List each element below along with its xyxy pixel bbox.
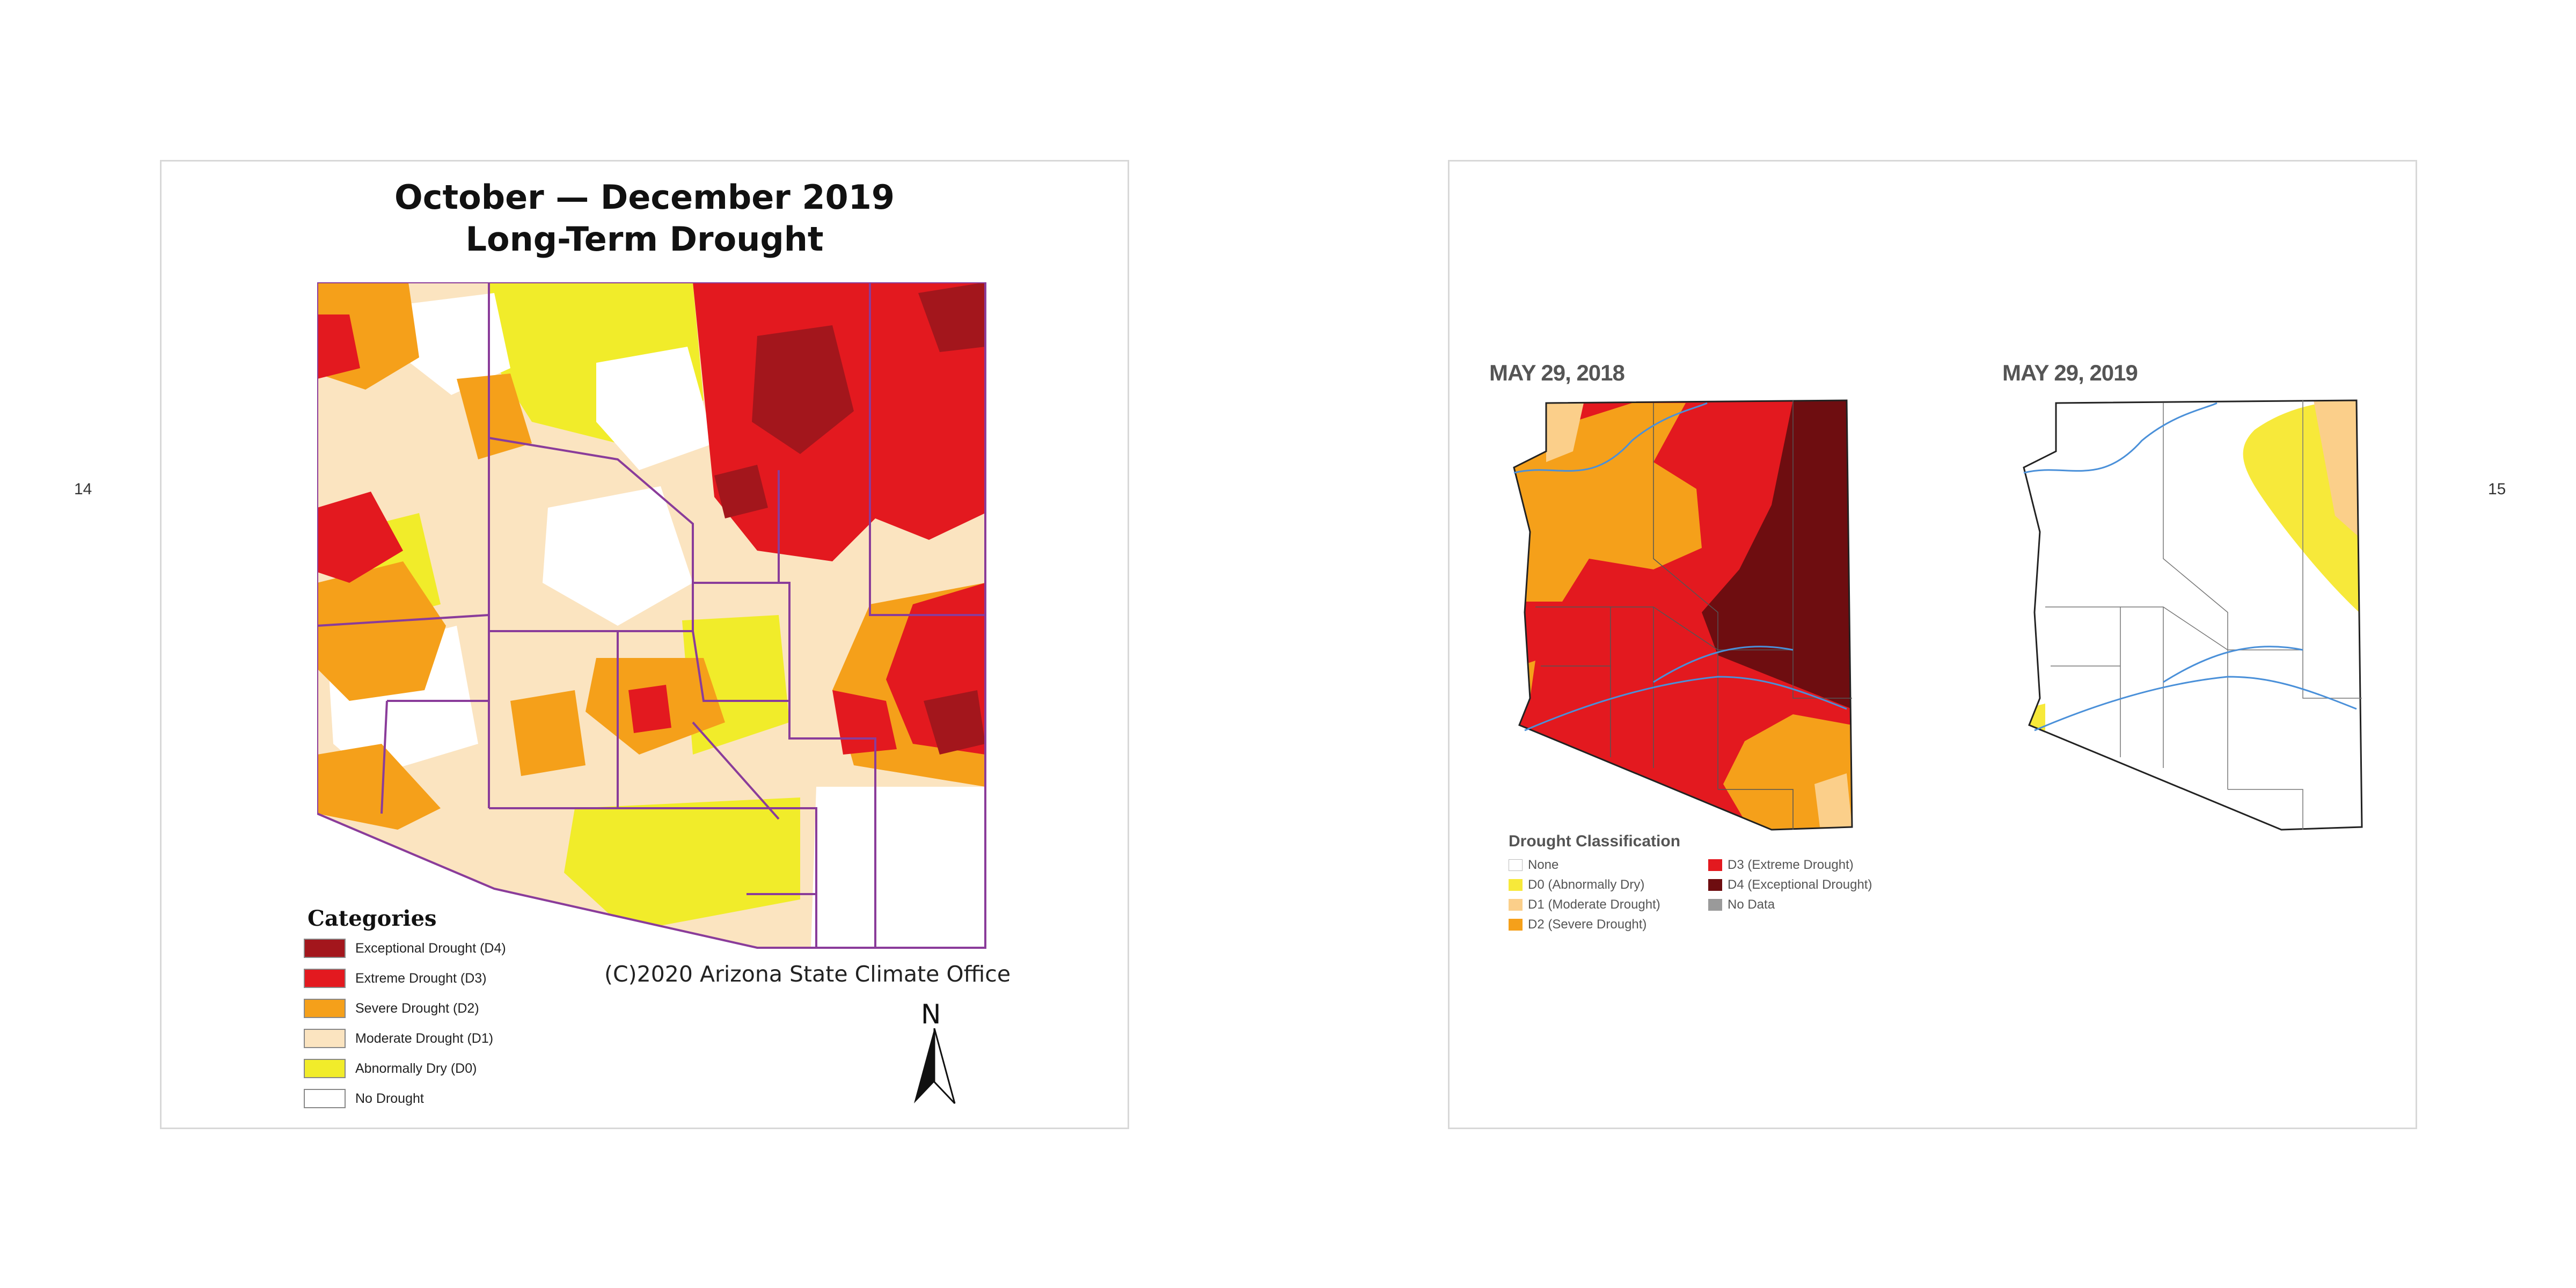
legend-label: D0 (Abnormally Dry) xyxy=(1528,877,1645,892)
legend-item-d4: Exceptional Drought (D4) xyxy=(304,939,506,958)
legend-swatch xyxy=(1708,899,1722,911)
legend-swatch xyxy=(304,969,346,988)
map-date-2018: MAY 29, 2018 xyxy=(1489,360,1625,385)
legend-label: No Data xyxy=(1728,897,1775,912)
dc-legend-d2: D2 (Severe Drought) xyxy=(1509,917,1646,932)
legend-label: D4 (Exceptional Drought) xyxy=(1728,877,1872,892)
legend-swatch xyxy=(1708,879,1722,891)
legend-item-d2: Severe Drought (D2) xyxy=(304,999,479,1018)
drought-map-2018 xyxy=(1513,399,1853,831)
legend-item-d3: Extreme Drought (D3) xyxy=(304,969,487,988)
legend-label: Severe Drought (D2) xyxy=(355,1000,479,1016)
legend-swatch xyxy=(1509,919,1523,931)
north-arrow-icon xyxy=(914,1028,956,1104)
legend-swatch xyxy=(304,1089,346,1108)
legend-label: D2 (Severe Drought) xyxy=(1528,917,1647,932)
legend-swatch xyxy=(304,1059,346,1078)
legend-label: No Drought xyxy=(355,1091,424,1106)
legend-title: Categories xyxy=(308,906,437,931)
legend-label: D1 (Moderate Drought) xyxy=(1528,897,1660,912)
dc-legend-d1: D1 (Moderate Drought) xyxy=(1509,897,1660,912)
arizona-long-term-drought-map xyxy=(317,282,986,949)
copyright-credit: (C)2020 Arizona State Climate Office xyxy=(604,961,1011,987)
legend-swatch xyxy=(304,1029,346,1048)
dc-legend-none: None xyxy=(1509,858,1558,873)
legend-label: Abnormally Dry (D0) xyxy=(355,1060,477,1076)
page-number-left: 14 xyxy=(74,480,92,498)
drought-classification-title: Drought Classification xyxy=(1509,832,1681,850)
legend-swatch xyxy=(1708,859,1722,871)
legend-swatch xyxy=(304,939,346,958)
dc-legend-no-data: No Data xyxy=(1708,897,1775,912)
north-label: N xyxy=(921,999,941,1030)
map-title-line2: Long-Term Drought xyxy=(465,219,824,259)
legend-label: D3 (Extreme Drought) xyxy=(1728,858,1854,872)
legend-item-d1: Moderate Drought (D1) xyxy=(304,1029,493,1048)
legend-swatch xyxy=(304,999,346,1018)
legend-label: Exceptional Drought (D4) xyxy=(355,940,506,956)
legend-label: Moderate Drought (D1) xyxy=(355,1030,494,1046)
legend-item-none: No Drought xyxy=(304,1089,424,1108)
dc-legend-d3: D3 (Extreme Drought) xyxy=(1708,858,1854,873)
legend-swatch xyxy=(1509,899,1523,911)
map-date-2019: MAY 29, 2019 xyxy=(2002,360,2138,385)
legend-label: Extreme Drought (D3) xyxy=(355,970,487,986)
dc-legend-d4: D4 (Exceptional Drought) xyxy=(1708,877,1872,892)
legend-label: None xyxy=(1528,858,1559,872)
right-map-panel: MAY 29, 2018 MAY 29, 2019 xyxy=(1448,160,2417,1129)
page-number-right: 15 xyxy=(2488,480,2506,498)
legend-swatch xyxy=(1509,859,1523,871)
legend-swatch xyxy=(1509,879,1523,891)
map-title-line1: October — December 2019 xyxy=(394,178,895,217)
drought-map-2019 xyxy=(2023,399,2363,831)
left-map-panel: October — December 2019 Long-Term Drough… xyxy=(160,160,1129,1129)
dc-legend-d0: D0 (Abnormally Dry) xyxy=(1509,877,1644,892)
legend-item-d0: Abnormally Dry (D0) xyxy=(304,1059,477,1078)
